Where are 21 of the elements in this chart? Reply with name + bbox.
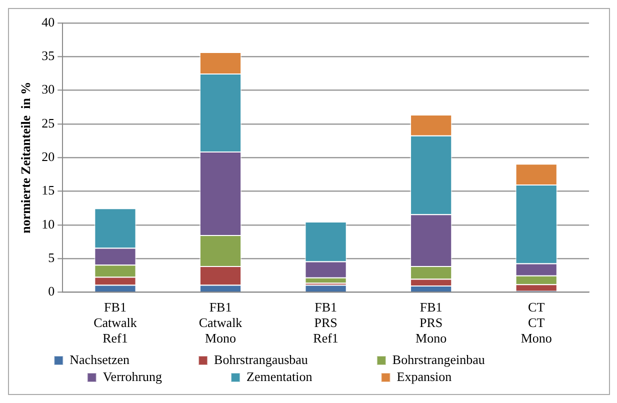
legend-label: Expansion xyxy=(396,368,517,384)
x-tick-label: CT CT Mono xyxy=(520,299,552,346)
y-tick-label: 30 xyxy=(42,82,55,97)
x-tick-label: FB1 PRS Mono xyxy=(416,299,447,346)
y-tick-label: 20 xyxy=(42,149,55,164)
x-tick-label: FB1 PRS Ref1 xyxy=(313,299,338,346)
y-tick-label: 10 xyxy=(42,216,55,232)
legend-label: Bohrstrangeinbau xyxy=(392,352,550,367)
y-tick-label: 35 xyxy=(42,48,55,64)
y-axis-title: normierte Zeitanteile in % xyxy=(18,82,34,234)
legend-label: Bohrstrangausbau xyxy=(214,352,373,367)
y-tick-label: 0 xyxy=(48,284,55,299)
x-tick-label: FB1 Catwalk Mono xyxy=(198,299,243,346)
y-tick-label: 25 xyxy=(42,115,55,130)
x-tick-label: FB1 Catwalk Ref1 xyxy=(94,299,138,346)
y-tick-label: 15 xyxy=(42,182,55,198)
y-tick-label: 40 xyxy=(42,14,55,30)
legend-label: Verrohrung xyxy=(102,368,228,384)
y-tick-label: 5 xyxy=(48,250,55,265)
legend-label: Zementation xyxy=(246,368,378,384)
legend-label: Nachsetzen xyxy=(70,352,195,367)
